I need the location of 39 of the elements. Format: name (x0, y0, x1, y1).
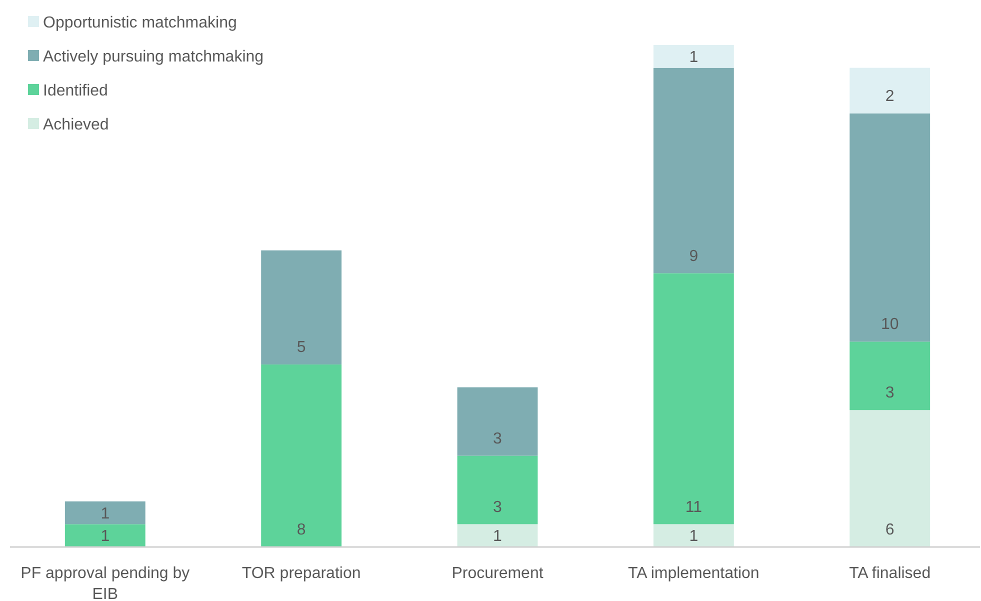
bar (457, 387, 538, 456)
data-label: 1 (689, 49, 698, 66)
bar (850, 113, 930, 342)
data-label: 11 (685, 498, 702, 516)
data-label: 9 (689, 248, 698, 265)
data-label: 3 (885, 384, 894, 402)
x-tick-label: Procurement (452, 565, 544, 582)
x-tick-label: TA finalised (849, 565, 931, 582)
x-tick-label: TA implementation (628, 565, 760, 582)
bar (261, 364, 342, 547)
data-label: 3 (493, 430, 502, 448)
bar (653, 68, 734, 274)
data-label: 6 (885, 522, 894, 539)
x-tick-label: TOR preparation (242, 565, 361, 582)
bar (653, 273, 734, 524)
data-label: 5 (296, 339, 306, 356)
bar (850, 68, 930, 114)
data-label: 8 (296, 522, 306, 539)
data-label: 10 (880, 316, 899, 334)
bar (850, 410, 930, 547)
data-label: 1 (100, 505, 110, 522)
data-label: 3 (493, 498, 502, 516)
data-label: 1 (493, 528, 502, 546)
bar (64, 524, 146, 547)
data-label: 1 (100, 528, 110, 546)
bar (261, 250, 342, 364)
bar (653, 45, 734, 68)
legend-label: Actively pursuing matchmaking (43, 48, 264, 66)
legend-label: Achieved (43, 116, 109, 134)
bar (653, 524, 734, 547)
legend-label: Opportunistic matchmaking (43, 14, 237, 32)
bar (457, 524, 538, 547)
legend-label: Identified (43, 82, 108, 100)
bar (64, 501, 146, 524)
x-tick-label: PF approval pending by EIB (20, 565, 190, 601)
data-label: 1 (689, 528, 698, 546)
bar (457, 456, 538, 524)
bar (850, 342, 930, 410)
data-label: 2 (885, 88, 894, 106)
